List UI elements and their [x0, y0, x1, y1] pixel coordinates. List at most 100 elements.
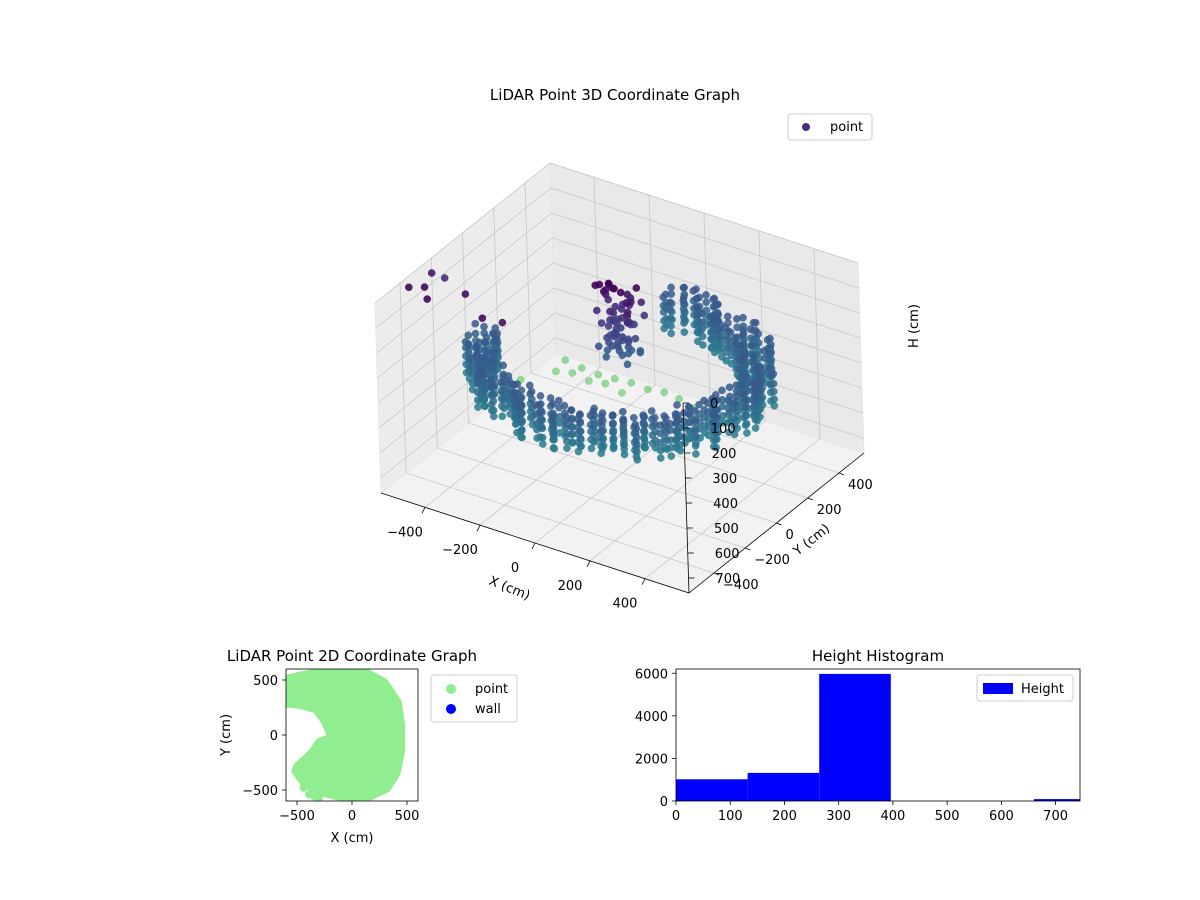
- point-3d-708: [770, 387, 778, 396]
- point-3d-790: [609, 444, 618, 453]
- point-3d-925: [730, 430, 739, 439]
- point-3d-989: [712, 436, 720, 444]
- point-3d-486: [510, 388, 519, 397]
- point-3d-120: [464, 341, 473, 350]
- point-3d-343: [604, 279, 613, 288]
- point-3d-898: [724, 410, 733, 419]
- point-3d-398: [498, 318, 507, 327]
- x-tick-label-2d-0: −500: [279, 809, 315, 824]
- point-3d-913: [751, 407, 759, 416]
- point-3d-766: [738, 382, 747, 390]
- point-3d-976: [656, 421, 664, 430]
- point-3d-715: [574, 447, 583, 456]
- grid-line-z-1: [375, 187, 859, 329]
- point-2d-2: [315, 793, 323, 801]
- y-tick-label-2d-1: 0: [270, 729, 278, 744]
- point-3d-183: [467, 354, 476, 363]
- hist-y-tick-label-2: 4000: [635, 710, 668, 725]
- point-3d-448: [509, 381, 518, 389]
- chart2d-legend-point-marker: [446, 684, 456, 694]
- point-3d-306: [480, 393, 489, 402]
- point-3d-924: [730, 422, 739, 430]
- chart2d-ticks: −500 0 500 −500 0 500: [242, 674, 419, 824]
- point-3d-134: [680, 328, 689, 337]
- point-3d-623: [538, 424, 547, 433]
- grid-line-x-0: [424, 177, 601, 508]
- point-3d-676: [743, 373, 752, 381]
- z-tick-label-4: 400: [713, 497, 738, 512]
- point-3d-285: [710, 348, 719, 357]
- histogram-bar-1: [747, 772, 820, 801]
- point-3d-5: [594, 370, 603, 379]
- point-3d-961: [632, 424, 641, 433]
- point-3d-319: [733, 315, 741, 323]
- point-3d-801: [647, 407, 656, 415]
- point-3d-557: [741, 360, 750, 369]
- point-3d-115: [666, 298, 675, 307]
- point-3d-939: [742, 419, 751, 428]
- point-3d-851: [630, 413, 638, 422]
- point-3d-571: [765, 347, 774, 356]
- grid-line-z-2: [376, 212, 860, 354]
- point-3d-363: [637, 298, 646, 307]
- point-3d-787: [608, 420, 617, 428]
- point-3d-0: [561, 356, 570, 364]
- point-3d-47: [679, 283, 688, 292]
- point-3d-172: [423, 295, 432, 303]
- point-3d-9: [601, 379, 610, 388]
- point-3d-229: [489, 359, 498, 367]
- point-3d-78: [659, 293, 668, 302]
- point-3d-526: [536, 392, 545, 400]
- point-2d-3: [299, 783, 308, 792]
- point-3d-868: [640, 428, 649, 437]
- point-3d-218: [699, 341, 707, 349]
- point-2d-5: [290, 689, 299, 698]
- point-3d-706: [769, 369, 778, 378]
- histogram-legend-label: Height: [1021, 682, 1064, 697]
- point-3d-606: [549, 400, 557, 408]
- x-tick-1: [476, 524, 481, 532]
- point-3d-161: [709, 295, 718, 304]
- point-3d-385: [751, 318, 760, 327]
- point-3d-378: [640, 311, 649, 320]
- point-3d-216: [698, 324, 707, 333]
- point-3d-655: [549, 443, 558, 452]
- point-3d-171: [461, 290, 470, 298]
- point-3d-1: [552, 367, 560, 376]
- point-3d-14: [427, 269, 436, 277]
- histogram-chart: Height Histogram 0 100 200 300 400 500 600 7000…: [635, 647, 1081, 824]
- histogram-title: Height Histogram: [812, 647, 944, 665]
- point-3d-502: [528, 395, 536, 404]
- chart2d-legend-wall-label: wall: [475, 702, 501, 717]
- hist-x-tick-label-7: 700: [1043, 809, 1068, 824]
- chart3d-grid: [374, 162, 864, 580]
- point-3d-339: [602, 353, 611, 361]
- point-3d-476: [517, 386, 526, 395]
- point-3d-730: [587, 444, 596, 453]
- point-3d-283: [710, 332, 719, 341]
- z-tick-label-3: 300: [712, 472, 737, 487]
- point-3d-972: [666, 426, 675, 434]
- point-3d-977: [656, 429, 664, 438]
- z-tick-label-1: 100: [711, 422, 736, 437]
- point-3d-710: [770, 401, 779, 410]
- point-3d-914: [751, 415, 760, 424]
- point-3d-967: [676, 423, 684, 432]
- point-3d-421: [632, 284, 641, 292]
- point-3d-203: [713, 300, 722, 309]
- point-cloud-area: [286, 669, 405, 801]
- point-3d-106: [493, 342, 501, 350]
- y-tick-2: [776, 522, 782, 526]
- point-3d-430: [746, 334, 755, 343]
- point-3d-789: [609, 437, 618, 445]
- point-3d-974: [667, 443, 675, 452]
- y-tick-label-1: −200: [754, 553, 790, 568]
- point-3d-566: [516, 402, 525, 411]
- point-3d-531: [767, 340, 775, 349]
- point-3d-130: [679, 296, 688, 305]
- point-3d-980: [657, 454, 665, 462]
- point-3d-521: [512, 396, 520, 405]
- point-3d-861: [732, 392, 741, 401]
- point-3d-435: [622, 298, 631, 307]
- x-tick-2: [531, 542, 536, 550]
